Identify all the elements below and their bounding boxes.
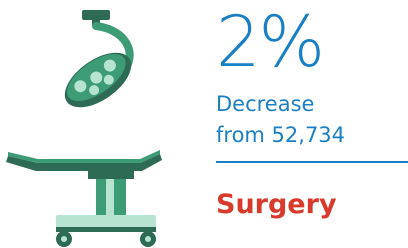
stat-line: from 52,734 xyxy=(216,122,345,148)
lamp-icon xyxy=(55,10,140,118)
stat-value: 2% xyxy=(216,2,323,82)
category-label: Surgery xyxy=(216,188,337,222)
infographic: 2% Decrease from 52,734 Surgery xyxy=(0,0,408,248)
divider xyxy=(216,161,408,163)
table-icon xyxy=(6,150,162,247)
stat-line: Decrease xyxy=(216,91,314,117)
icons xyxy=(0,0,200,248)
